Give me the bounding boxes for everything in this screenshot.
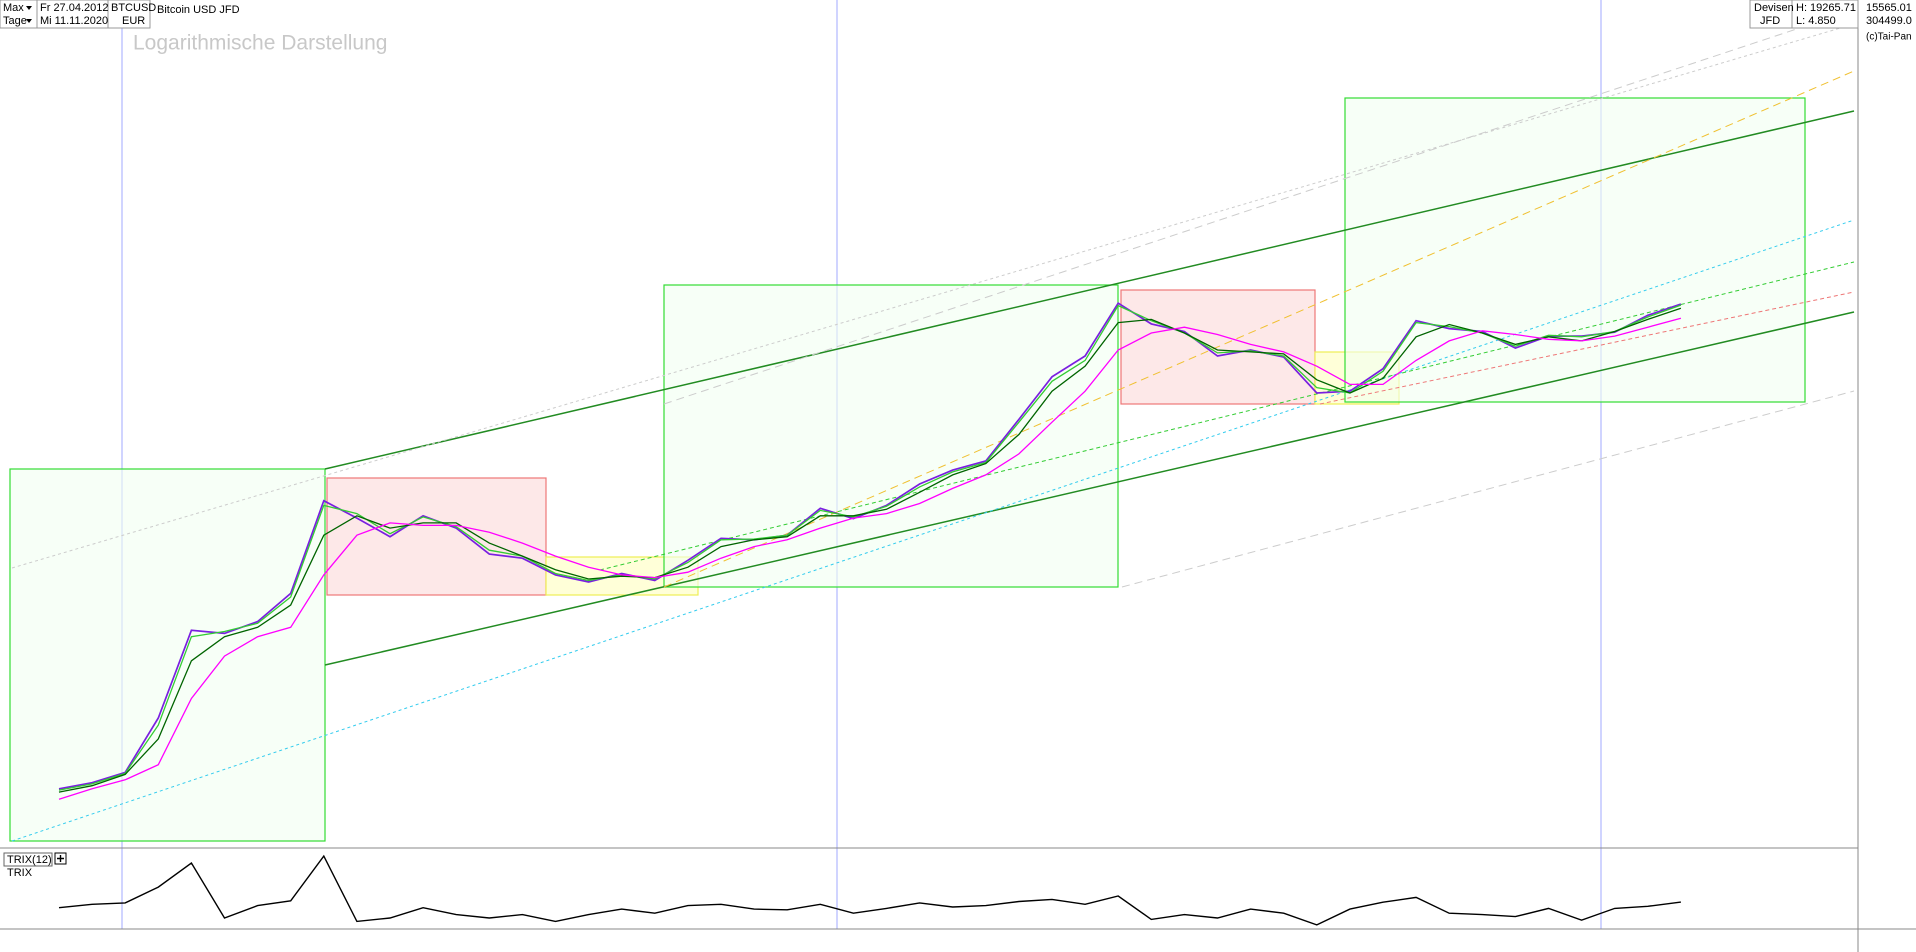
trend-line — [324, 110, 1855, 470]
broker: JFD — [1760, 15, 1780, 27]
currency: EUR — [122, 15, 145, 27]
trend-line — [324, 311, 1855, 666]
dropdown-arrow[interactable] — [26, 19, 32, 23]
series-line — [58, 307, 1682, 793]
trend-line — [11, 23, 1855, 569]
indicator-box[interactable] — [3, 852, 53, 867]
chart-title: Logarithmische Darstellung — [133, 32, 387, 55]
high: H: 19265.71 — [1796, 2, 1856, 14]
plot-layer — [58, 302, 1682, 926]
low: L: 4.850 — [1796, 15, 1836, 27]
green-box — [1344, 97, 1806, 403]
series-line — [58, 317, 1682, 800]
date-from: Fr 27.04.2012 — [40, 2, 109, 14]
header-box — [1749, 0, 1859, 29]
series-line — [58, 304, 1682, 791]
boxes — [9, 97, 1806, 842]
right-top: 304499.0 — [1866, 15, 1912, 27]
indicator-series-name: TRIX — [7, 867, 33, 879]
last-price: 15565.01 — [1866, 2, 1912, 14]
header-box — [0, 0, 151, 29]
dropdown-arrow[interactable] — [26, 6, 32, 10]
green-box — [663, 284, 1119, 588]
market: Devisen — [1754, 2, 1794, 14]
indicator-title: TRIX(12) — [7, 854, 52, 866]
green-box — [9, 468, 326, 842]
trend-line — [1121, 390, 1855, 588]
instrument: Bitcoin USD JFD — [157, 4, 240, 16]
header: Max Tage Fr 27.04.2012 Mi 11.11.2020 BTC… — [0, 0, 1912, 55]
trend-line — [663, 70, 1855, 588]
period[interactable]: Max — [3, 2, 24, 14]
interval[interactable]: Tage — [3, 15, 27, 27]
date-to: Mi 11.11.2020 — [40, 15, 108, 27]
red-box — [326, 477, 547, 596]
trend-line — [599, 261, 1855, 571]
series-line — [58, 854, 1681, 926]
add-icon — [57, 855, 64, 862]
symbol: BTCUSD — [111, 2, 156, 14]
trend-lines — [11, 9, 1855, 842]
trend-line — [663, 9, 1855, 405]
copyright: (c)Tai-Pan — [1866, 32, 1912, 43]
